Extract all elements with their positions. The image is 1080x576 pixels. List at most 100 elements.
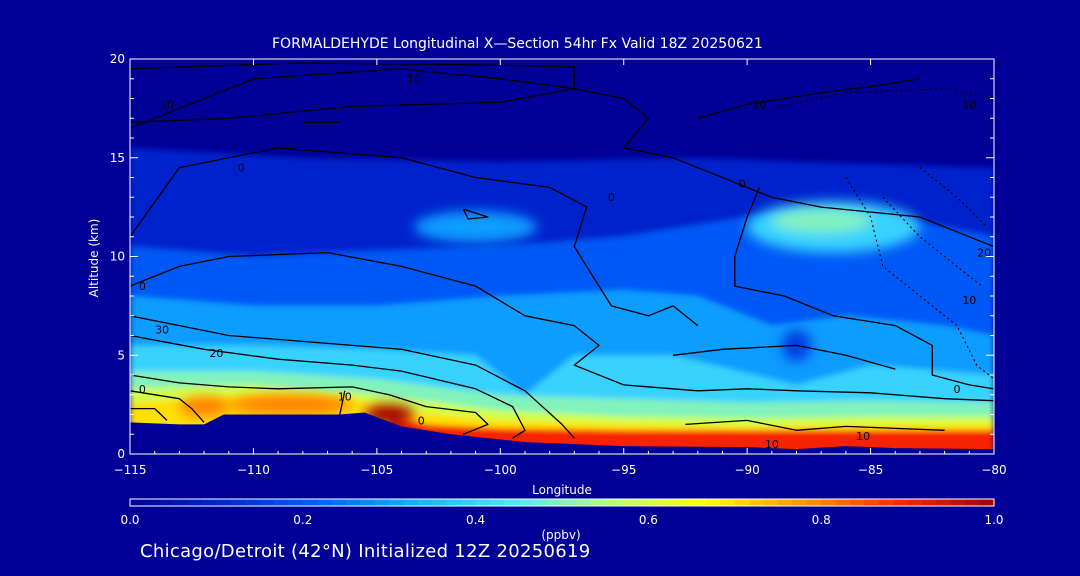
contour-label: 10 [856,430,870,443]
contour-label: 10 [338,391,352,404]
colorbar-swatch [893,499,909,506]
colorbar-swatch [691,499,707,506]
colorbar-swatch [734,499,750,506]
x-tick-label: −90 [734,463,759,477]
colorbar-swatch [806,499,822,506]
x-tick-label: −95 [611,463,636,477]
contour-label: 20 [977,247,991,260]
colorbar-tick-label: 0.4 [466,513,485,527]
colorbar-swatch [662,499,678,506]
contour-label: 10 [160,98,174,111]
colorbar-swatch [605,499,621,506]
contour-label: 0 [418,414,425,427]
contour-label: 0 [139,280,146,293]
contour-label: 10 [752,98,766,111]
x-tick-label: −80 [981,463,1006,477]
colorbar-swatch [518,499,534,506]
colorbar-swatch [173,499,189,506]
colorbar-swatch [706,499,721,506]
colorbar-swatch [936,499,952,506]
colorbar-swatch [245,499,261,506]
concentration-field [130,59,994,454]
contour-line [685,419,945,431]
contour-line [130,251,994,402]
colorbar-swatch [547,499,563,506]
colorbar-swatch [302,499,318,506]
contour-label: 10 [765,438,779,451]
x-tick-label: −115 [114,463,147,477]
contour-label: 0 [953,383,960,396]
colorbar-swatch [850,499,865,506]
field-blob [228,394,353,415]
contour-line [673,344,896,370]
contour-label: 10 [407,73,421,86]
colorbar-label: (ppbv) [541,528,580,542]
colorbar-swatch [346,499,361,506]
contour-label: 0 [739,177,746,190]
contour-line [130,374,489,435]
contour-line [130,68,994,248]
colorbar-swatch [202,499,217,506]
colorbar-swatch [446,499,462,506]
colorbar-swatch [821,499,837,506]
colorbar-tick-label: 0.0 [120,513,139,527]
contour-line [130,334,526,439]
colorbar-swatch [144,499,160,506]
contour-line [130,315,575,439]
contour-label: 0 [139,383,146,396]
contour-line [697,78,921,119]
contour-line-dashed [919,167,987,228]
colorbar-swatch [965,499,981,506]
colorbar-swatch [389,499,405,506]
colorbar-swatch [634,499,649,506]
contour-line [130,390,205,423]
colorbar-swatch [907,499,923,506]
y-tick-label: 0 [117,447,125,461]
colorbar-swatch [835,499,851,506]
field-blob [179,396,229,417]
contour-label: 0 [238,162,245,175]
axes: −115 −110 −105 −100 −95 −90 −85 −80 0 5 10 15 20 [110,52,1007,477]
contour-label: 20 [209,347,223,360]
colorbar-swatch [562,499,577,506]
footer-text: Chicago/Detroit (42°N) Initialized 12Z 2… [140,541,591,562]
contour-line-dashed [771,88,994,109]
field-blob [413,211,538,243]
colorbar-tick-label: 1.0 [984,513,1003,527]
colorbar-swatch [979,499,995,506]
colorbar-swatch [950,499,966,506]
x-tick-label: −110 [237,463,270,477]
contour-line [130,147,699,327]
x-tick-label: −85 [858,463,883,477]
colorbar-tick-label: 0.2 [293,513,312,527]
colorbar-swatch [619,499,635,506]
colorbar-swatch [187,499,203,506]
colorbar-swatch [461,499,477,506]
y-tick-label: 10 [110,250,125,264]
contour-line [462,208,489,220]
colorbar-swatch [922,499,937,506]
colorbar-swatch [504,499,520,506]
colorbar-swatch [792,499,808,506]
x-tick-label: −105 [360,463,393,477]
colorbar-swatch [130,499,145,506]
colorbar-swatch [677,499,693,506]
y-tick-label: 15 [110,151,125,165]
colorbar-swatch [763,499,779,506]
contour-line [339,390,346,415]
contour-line-dashed [845,177,994,380]
colorbar-swatch [288,499,304,506]
contour-line [130,62,575,123]
field-blob [771,209,871,233]
colorbar-swatch [864,499,880,506]
colorbar-swatch [317,499,333,506]
colorbar-swatch [878,499,894,506]
y-axis-label: Altitude (km) [87,219,101,298]
colorbar-swatch [274,499,289,506]
colorbar-swatch [490,499,505,506]
colorbar-frame [129,498,995,507]
colorbar-swatch [475,499,491,506]
colorbar-tick-label: 0.8 [812,513,831,527]
colorbar-swatch [648,499,664,506]
